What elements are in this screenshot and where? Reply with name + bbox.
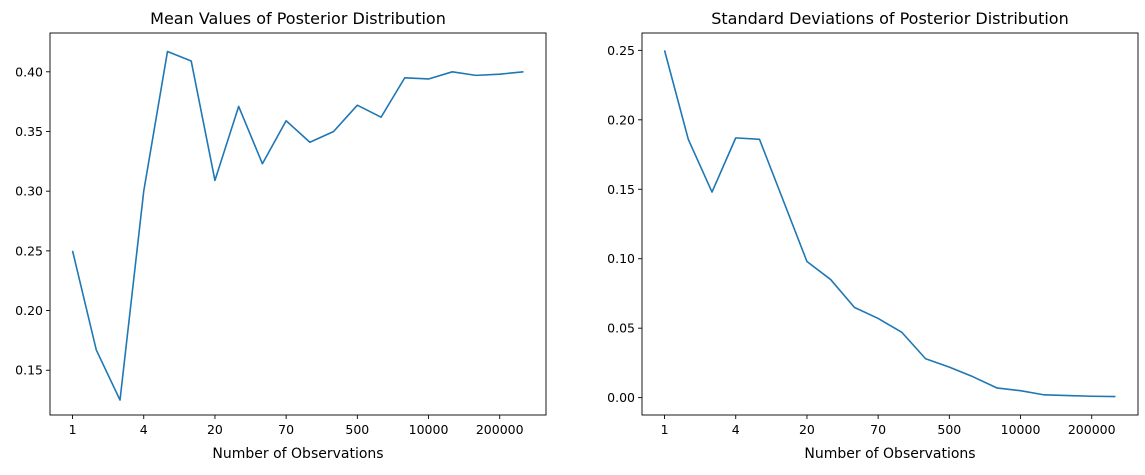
chart-title: Mean Values of Posterior Distribution (150, 9, 446, 28)
x-tick-label: 4 (732, 422, 740, 437)
x-tick-label: 70 (870, 422, 886, 437)
chart-title: Standard Deviations of Posterior Distrib… (711, 9, 1068, 28)
x-tick-label: 20 (799, 422, 815, 437)
y-tick-label: 0.10 (607, 251, 635, 266)
x-tick-label: 500 (937, 422, 961, 437)
axes-frame (641, 32, 1139, 416)
series-line (663, 50, 1116, 398)
y-tick-label: 0.25 (15, 243, 43, 258)
x-tick-label: 20 (207, 422, 223, 437)
y-tick-label: 0.15 (15, 363, 43, 378)
x-tick-label: 70 (278, 422, 294, 437)
x-tick-label: 1 (661, 422, 669, 437)
x-tick-label: 4 (140, 422, 148, 437)
x-tick-label: 10000 (409, 422, 449, 437)
axes-frame (49, 32, 547, 416)
x-tick-label: 200000 (1068, 422, 1116, 437)
y-tick-label: 0.05 (607, 321, 635, 336)
y-tick-label: 0.15 (607, 182, 635, 197)
x-tick-label: 200000 (476, 422, 524, 437)
series-line (71, 50, 524, 401)
y-tick-label: 0.25 (607, 43, 635, 58)
chart-standard-deviations: 1 4 20 70 500 10000 200000 0.00 0.05 0.10 0.15 0.20… (607, 9, 1139, 462)
x-tick-label: 500 (345, 422, 369, 437)
y-tick-label: 0.00 (607, 390, 635, 405)
x-tick-label: 10000 (1001, 422, 1041, 437)
y-tick-label: 0.35 (15, 124, 43, 139)
y-tick-label: 0.20 (15, 303, 43, 318)
y-tick-label: 0.20 (607, 112, 635, 127)
x-tick-label: 1 (69, 422, 77, 437)
y-tick-label: 0.40 (15, 64, 43, 79)
x-axis-label: Number of Observations (212, 446, 383, 462)
chart-mean-values: 1 4 20 70 500 10000 200000 0.15 0.20 0.25 0.30 0.35… (15, 9, 547, 462)
x-axis-label: Number of Observations (804, 446, 975, 462)
y-tick-label: 0.30 (15, 184, 43, 199)
